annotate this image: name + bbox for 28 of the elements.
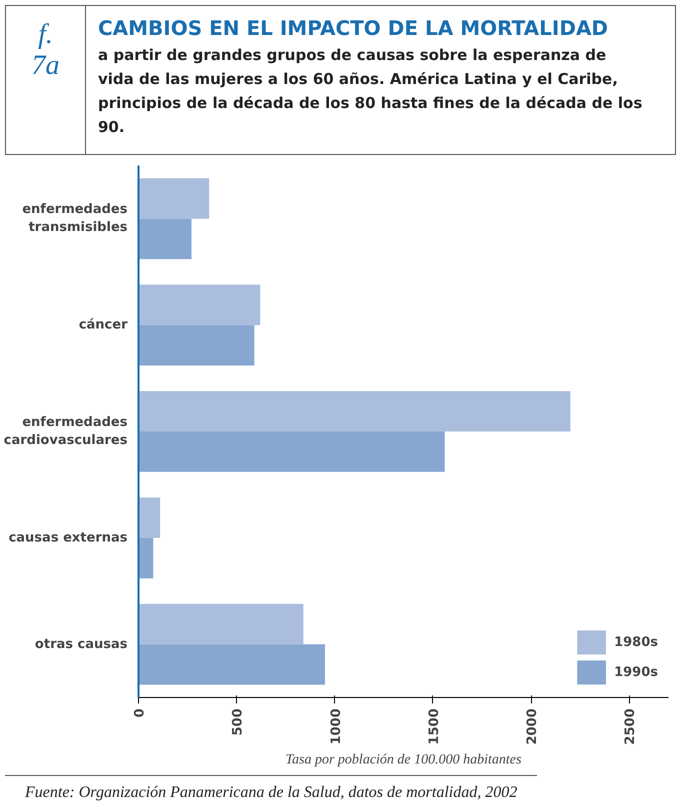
x-axis-title: Tasa por población de 100.000 habitantes xyxy=(286,752,522,768)
bar xyxy=(138,497,160,538)
bar xyxy=(138,284,260,326)
legend-label: 1990s xyxy=(614,664,658,680)
legend-label: 1980s xyxy=(614,634,658,650)
y-tick-label: enfermedades transmisibles xyxy=(22,202,128,236)
bar xyxy=(138,432,445,472)
x-tick-label: 0 xyxy=(132,708,148,718)
chart-subtitle: a partir de grandes grupos de causas sobre la esperanza de vida de las mujeres a los 60 años. América Latina y el Caribe, principios de la década de los 80 hasta fines de la década de los 90. xyxy=(98,44,644,138)
y-tick-label: cáncer xyxy=(78,318,128,333)
bar xyxy=(138,218,192,260)
x-tick-label: 1500 xyxy=(426,708,442,745)
bar xyxy=(138,178,210,219)
bar xyxy=(138,538,154,578)
y-tick-label: otras causas xyxy=(34,636,128,652)
x-tick-label: 1000 xyxy=(328,708,344,745)
y-tick-label: causas externas xyxy=(8,530,128,546)
source-note: Fuente: Organización Panamericana de la Salud, datos de mortalidad, 2002 xyxy=(5,775,538,807)
x-tick-label: 2000 xyxy=(525,708,540,745)
chart-title: CAMBIOS EN EL IMPACTO DE LA MORTALIDAD xyxy=(98,15,610,42)
bar xyxy=(138,325,254,366)
y-tick-label: enfermedades cardiovasculares xyxy=(4,415,128,448)
x-tick-label: 500 xyxy=(230,708,246,736)
bar xyxy=(138,604,304,644)
x-tick-label: 2500 xyxy=(623,708,638,745)
text: f. 7a xyxy=(6,6,86,154)
bar xyxy=(138,391,570,432)
bar xyxy=(138,644,325,685)
